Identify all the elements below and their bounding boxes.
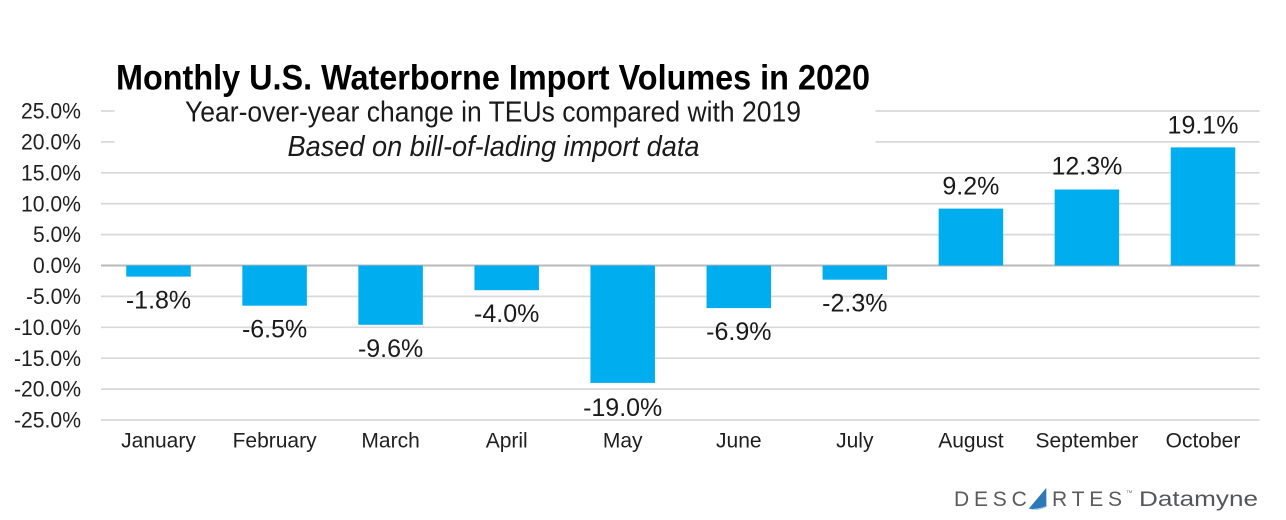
svg-text:15.0%: 15.0% [21, 160, 81, 185]
svg-text:Year-over-year change in TEUs: Year-over-year change in TEUs compared w… [185, 96, 801, 128]
svg-text:January: January [121, 430, 196, 453]
svg-text:0.0%: 0.0% [33, 253, 81, 278]
svg-text:5.0%: 5.0% [33, 222, 81, 247]
svg-text:-6.5%: -6.5% [242, 316, 307, 344]
svg-text:-10.0%: -10.0% [14, 315, 81, 340]
svg-text:DESC: DESC [954, 488, 1032, 511]
svg-text:September: September [1036, 430, 1139, 453]
svg-text:-4.0%: -4.0% [474, 300, 539, 328]
svg-text:-25.0%: -25.0% [14, 408, 81, 433]
svg-text:9.2%: 9.2% [942, 172, 999, 200]
svg-text:-6.9%: -6.9% [706, 318, 771, 346]
svg-text:August: August [938, 430, 1004, 453]
svg-text:May: May [603, 430, 643, 453]
svg-text:20.0%: 20.0% [21, 130, 81, 155]
svg-text:July: July [836, 430, 874, 453]
svg-text:25.0%: 25.0% [21, 99, 81, 124]
svg-text:-19.0%: -19.0% [583, 394, 662, 422]
svg-text:-15.0%: -15.0% [14, 346, 81, 371]
svg-text:-1.8%: -1.8% [126, 287, 191, 315]
svg-text:February: February [233, 430, 318, 453]
svg-text:-9.6%: -9.6% [358, 335, 423, 363]
svg-text:Based on bill-of-lading import: Based on bill-of-lading import data [288, 131, 700, 163]
svg-text:RTES: RTES [1052, 488, 1127, 511]
svg-text:19.1%: 19.1% [1168, 112, 1239, 140]
svg-text:March: March [361, 430, 419, 453]
svg-text:™: ™ [1126, 490, 1133, 497]
svg-text:-5.0%: -5.0% [26, 284, 81, 309]
svg-text:12.3%: 12.3% [1051, 153, 1122, 181]
svg-text:10.0%: 10.0% [21, 191, 81, 216]
svg-text:-2.3%: -2.3% [822, 290, 887, 318]
svg-text:June: June [716, 430, 762, 453]
svg-text:Monthly U.S. Waterborne Import: Monthly U.S. Waterborne Import Volumes i… [116, 58, 870, 98]
svg-text:October: October [1166, 430, 1241, 453]
svg-text:April: April [486, 430, 528, 453]
svg-text:-20.0%: -20.0% [14, 377, 81, 402]
svg-text:Datamyne: Datamyne [1139, 487, 1258, 511]
